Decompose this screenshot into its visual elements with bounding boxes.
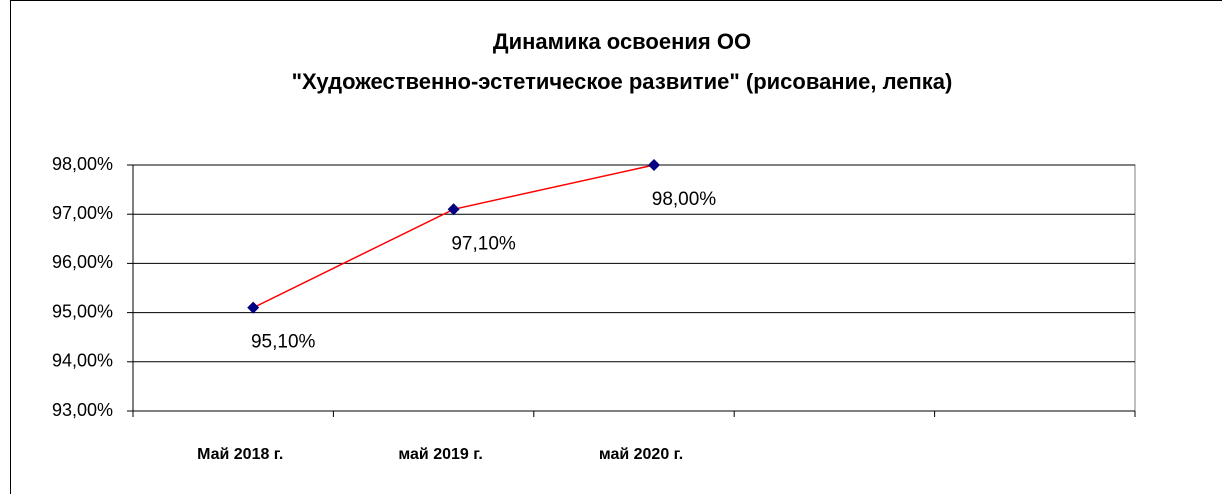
x-tick-label: май 2019 г. (398, 446, 482, 463)
chart-title: "Художественно-эстетическое развитие" (р… (292, 69, 953, 94)
y-tick-label: 97,00% (52, 203, 113, 223)
y-tick-label: 94,00% (52, 351, 113, 371)
x-tick-label: Май 2018 г. (197, 446, 283, 463)
data-label: 97,10% (451, 233, 516, 254)
marker (247, 301, 260, 314)
data-label: 95,10% (251, 332, 316, 353)
chart-title: Динамика освоения ОО (493, 29, 751, 54)
y-tick-label: 98,00% (52, 154, 113, 174)
y-tick-label: 93,00% (52, 400, 113, 420)
marker (447, 203, 460, 216)
y-tick-label: 96,00% (52, 252, 113, 272)
marker (648, 159, 660, 171)
x-tick-label: май 2020 г. (599, 446, 683, 463)
plot-area (132, 164, 1136, 412)
data-label: 98,00% (652, 189, 717, 210)
y-tick-label: 95,00% (52, 301, 113, 321)
